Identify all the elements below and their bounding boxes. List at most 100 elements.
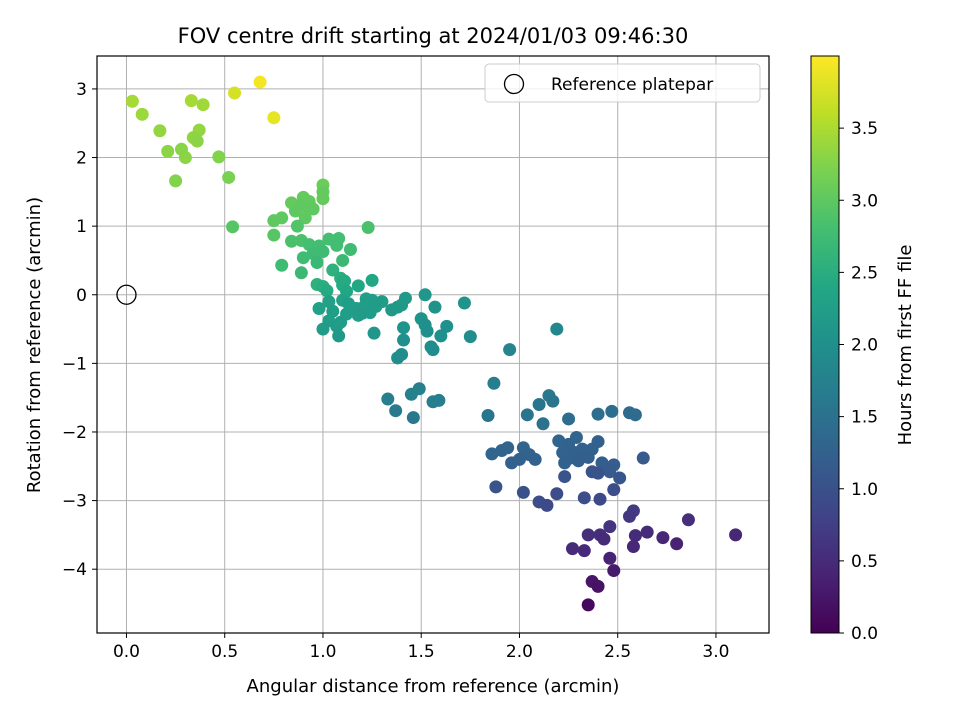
data-point [298, 211, 312, 225]
data-point [597, 532, 611, 546]
data-point [581, 598, 595, 612]
data-point [320, 284, 334, 298]
x-tick-label: 0.5 [211, 642, 238, 662]
colorbar-tick-label: 1.0 [851, 480, 878, 500]
data-point [190, 134, 204, 148]
data-point [184, 94, 198, 108]
data-point [540, 498, 554, 512]
data-point [196, 98, 210, 112]
data-point [420, 324, 434, 338]
data-point [432, 393, 446, 407]
legend-entry-reference-platepar: Reference platepar [551, 75, 713, 95]
legend-box [484, 63, 761, 103]
colorbar-tick-label: 2.5 [851, 263, 878, 283]
data-point [512, 452, 526, 466]
x-tick-label: 0.0 [113, 642, 140, 662]
data-point [487, 376, 501, 390]
data-point [296, 251, 310, 265]
y-axis-label: Rotation from reference (arcmin) [24, 197, 45, 493]
data-point [290, 219, 304, 233]
reference-marker [116, 284, 137, 305]
data-point [222, 170, 236, 184]
data-point [343, 242, 357, 256]
data-point [395, 347, 409, 361]
data-point [656, 531, 670, 545]
data-point [398, 291, 412, 305]
y-tick-label: −1 [62, 354, 87, 374]
data-point [626, 540, 640, 554]
data-point [267, 228, 281, 242]
data-point [681, 513, 695, 527]
data-point [406, 411, 420, 425]
data-point [397, 321, 411, 335]
x-tick-label: 2.0 [506, 642, 533, 662]
data-point [628, 529, 642, 543]
data-point [316, 245, 330, 259]
data-point [577, 491, 591, 505]
legend-reference-marker [503, 73, 525, 95]
data-point [153, 124, 167, 138]
colorbar-tick-label: 2.0 [851, 336, 878, 356]
data-point [485, 447, 499, 461]
data-point [275, 211, 289, 225]
data-point [306, 202, 320, 216]
y-tick-label: 1 [76, 217, 87, 237]
data-point [546, 394, 560, 408]
data-point [591, 466, 605, 480]
data-point [135, 107, 149, 121]
colorbar-label: Hours from first FF file [895, 245, 916, 446]
data-point [316, 192, 330, 206]
data-point [628, 408, 642, 422]
data-point [581, 528, 595, 542]
data-point [613, 471, 627, 485]
data-point [338, 274, 352, 288]
data-point [228, 86, 242, 100]
colorbar-tick-label: 1.5 [851, 408, 878, 428]
x-tick-label: 1.0 [309, 642, 336, 662]
data-point [603, 520, 617, 534]
data-point [174, 142, 188, 156]
data-point [351, 279, 365, 293]
y-tick-label: 0 [76, 286, 87, 306]
x-axis-label: Angular distance from reference (arcmin) [247, 676, 620, 697]
data-point [520, 408, 534, 422]
data-point [528, 452, 542, 466]
data-point [591, 579, 605, 593]
grid-lines [97, 56, 769, 633]
data-point [536, 417, 550, 431]
data-point [605, 404, 619, 418]
colorbar-tick-label: 0.0 [851, 624, 878, 644]
data-point [426, 343, 440, 357]
data-point [316, 322, 330, 336]
data-point [622, 509, 636, 523]
data-point [489, 480, 503, 494]
data-point [226, 220, 240, 234]
data-point [577, 544, 591, 558]
data-point [326, 304, 340, 318]
y-tick-label: 2 [76, 149, 87, 169]
data-point [440, 319, 454, 333]
data-point [285, 234, 299, 248]
data-point [603, 465, 617, 479]
y-tick-label: 3 [76, 80, 87, 100]
data-point [463, 330, 477, 344]
data-point [550, 487, 564, 501]
x-tick-label: 1.5 [408, 642, 435, 662]
data-point [418, 288, 432, 302]
data-point [412, 382, 426, 396]
data-point [593, 492, 607, 506]
data-point [603, 551, 617, 565]
data-point [310, 256, 324, 270]
data-point [334, 315, 348, 329]
data-point [434, 329, 448, 343]
data-point [125, 94, 139, 108]
data-point [566, 542, 580, 556]
data-point [336, 253, 350, 267]
data-point [503, 343, 517, 357]
data-point [253, 75, 267, 89]
x-tick-label: 3.0 [702, 642, 729, 662]
data-point [330, 238, 344, 252]
data-point [571, 454, 585, 468]
data-point [552, 434, 566, 448]
